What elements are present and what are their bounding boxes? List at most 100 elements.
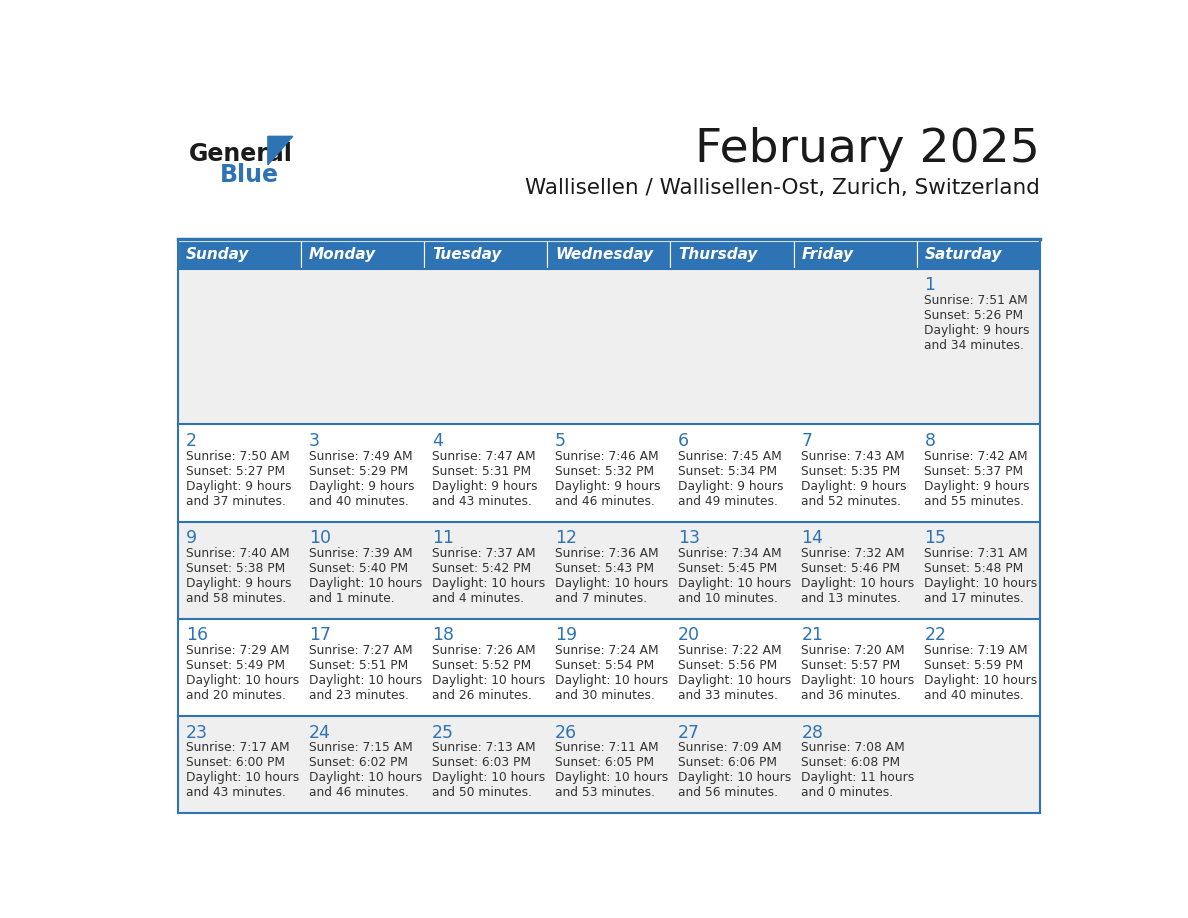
Text: Sunrise: 7:24 AM: Sunrise: 7:24 AM xyxy=(555,644,658,657)
Text: Sunset: 5:52 PM: Sunset: 5:52 PM xyxy=(432,659,531,672)
Text: 17: 17 xyxy=(309,626,330,644)
Text: Daylight: 10 hours: Daylight: 10 hours xyxy=(309,577,422,590)
Text: 11: 11 xyxy=(432,530,454,547)
Text: General: General xyxy=(189,141,292,165)
Text: and 17 minutes.: and 17 minutes. xyxy=(924,592,1024,605)
Text: Sunrise: 7:27 AM: Sunrise: 7:27 AM xyxy=(309,644,412,657)
Text: Daylight: 9 hours: Daylight: 9 hours xyxy=(555,480,661,493)
Text: Sunset: 5:48 PM: Sunset: 5:48 PM xyxy=(924,562,1024,575)
Text: Sunset: 5:57 PM: Sunset: 5:57 PM xyxy=(801,659,901,672)
Text: Monday: Monday xyxy=(309,248,375,263)
Text: Daylight: 9 hours: Daylight: 9 hours xyxy=(185,577,291,590)
FancyBboxPatch shape xyxy=(178,521,1040,619)
Text: 18: 18 xyxy=(432,626,454,644)
Text: 20: 20 xyxy=(678,626,700,644)
FancyBboxPatch shape xyxy=(794,241,917,269)
Text: Sunset: 5:51 PM: Sunset: 5:51 PM xyxy=(309,659,407,672)
Polygon shape xyxy=(267,137,292,165)
FancyBboxPatch shape xyxy=(178,241,301,269)
Text: 12: 12 xyxy=(555,530,577,547)
Text: Sunrise: 7:42 AM: Sunrise: 7:42 AM xyxy=(924,450,1028,463)
Text: Daylight: 11 hours: Daylight: 11 hours xyxy=(801,771,915,784)
Text: Sunset: 5:49 PM: Sunset: 5:49 PM xyxy=(185,659,285,672)
Text: Sunrise: 7:43 AM: Sunrise: 7:43 AM xyxy=(801,450,905,463)
Text: Sunset: 6:05 PM: Sunset: 6:05 PM xyxy=(555,756,655,769)
Text: Daylight: 10 hours: Daylight: 10 hours xyxy=(924,674,1037,688)
Text: Daylight: 9 hours: Daylight: 9 hours xyxy=(309,480,415,493)
Text: Daylight: 10 hours: Daylight: 10 hours xyxy=(924,577,1037,590)
Text: Daylight: 9 hours: Daylight: 9 hours xyxy=(924,480,1030,493)
Text: and 40 minutes.: and 40 minutes. xyxy=(924,689,1024,702)
Text: and 26 minutes.: and 26 minutes. xyxy=(432,689,532,702)
Text: Sunset: 5:35 PM: Sunset: 5:35 PM xyxy=(801,465,901,477)
Text: and 56 minutes.: and 56 minutes. xyxy=(678,787,778,800)
Text: Sunrise: 7:19 AM: Sunrise: 7:19 AM xyxy=(924,644,1028,657)
Text: 23: 23 xyxy=(185,723,208,742)
Text: Daylight: 10 hours: Daylight: 10 hours xyxy=(801,577,915,590)
Text: Sunset: 5:59 PM: Sunset: 5:59 PM xyxy=(924,659,1024,672)
Text: Wednesday: Wednesday xyxy=(555,248,653,263)
Text: Sunday: Sunday xyxy=(185,248,249,263)
Text: Sunset: 5:34 PM: Sunset: 5:34 PM xyxy=(678,465,777,477)
Text: Daylight: 9 hours: Daylight: 9 hours xyxy=(185,480,291,493)
Text: 5: 5 xyxy=(555,432,565,450)
Text: and 10 minutes.: and 10 minutes. xyxy=(678,592,778,605)
Text: 8: 8 xyxy=(924,432,935,450)
Text: Sunrise: 7:51 AM: Sunrise: 7:51 AM xyxy=(924,294,1028,308)
Text: Daylight: 9 hours: Daylight: 9 hours xyxy=(432,480,537,493)
Text: Sunrise: 7:45 AM: Sunrise: 7:45 AM xyxy=(678,450,782,463)
Text: 10: 10 xyxy=(309,530,330,547)
Text: Daylight: 9 hours: Daylight: 9 hours xyxy=(924,324,1030,337)
Text: Sunrise: 7:32 AM: Sunrise: 7:32 AM xyxy=(801,547,905,560)
Text: Sunrise: 7:17 AM: Sunrise: 7:17 AM xyxy=(185,742,290,755)
Text: Wallisellen / Wallisellen-Ost, Zurich, Switzerland: Wallisellen / Wallisellen-Ost, Zurich, S… xyxy=(525,178,1040,198)
Text: and 40 minutes.: and 40 minutes. xyxy=(309,495,409,508)
Text: and 23 minutes.: and 23 minutes. xyxy=(309,689,409,702)
Text: Sunrise: 7:22 AM: Sunrise: 7:22 AM xyxy=(678,644,782,657)
Text: 27: 27 xyxy=(678,723,700,742)
Text: and 49 minutes.: and 49 minutes. xyxy=(678,495,778,508)
FancyBboxPatch shape xyxy=(917,241,1040,269)
Text: 28: 28 xyxy=(801,723,823,742)
Text: 13: 13 xyxy=(678,530,700,547)
Text: Sunrise: 7:09 AM: Sunrise: 7:09 AM xyxy=(678,742,782,755)
Text: Daylight: 10 hours: Daylight: 10 hours xyxy=(185,674,299,688)
Text: Daylight: 9 hours: Daylight: 9 hours xyxy=(801,480,906,493)
Text: Daylight: 10 hours: Daylight: 10 hours xyxy=(555,577,669,590)
Text: Sunset: 5:29 PM: Sunset: 5:29 PM xyxy=(309,465,407,477)
Text: 25: 25 xyxy=(432,723,454,742)
Text: Sunset: 5:45 PM: Sunset: 5:45 PM xyxy=(678,562,777,575)
Text: 21: 21 xyxy=(801,626,823,644)
Text: and 55 minutes.: and 55 minutes. xyxy=(924,495,1024,508)
Text: Daylight: 10 hours: Daylight: 10 hours xyxy=(309,674,422,688)
Text: and 0 minutes.: and 0 minutes. xyxy=(801,787,893,800)
Text: Sunrise: 7:26 AM: Sunrise: 7:26 AM xyxy=(432,644,536,657)
Text: Sunset: 5:31 PM: Sunset: 5:31 PM xyxy=(432,465,531,477)
Text: Sunset: 5:32 PM: Sunset: 5:32 PM xyxy=(555,465,655,477)
FancyBboxPatch shape xyxy=(301,241,424,269)
Text: Sunset: 5:54 PM: Sunset: 5:54 PM xyxy=(555,659,655,672)
Text: and 43 minutes.: and 43 minutes. xyxy=(432,495,532,508)
Text: Saturday: Saturday xyxy=(924,248,1001,263)
Text: Sunrise: 7:50 AM: Sunrise: 7:50 AM xyxy=(185,450,290,463)
Text: Daylight: 10 hours: Daylight: 10 hours xyxy=(801,674,915,688)
FancyBboxPatch shape xyxy=(178,619,1040,716)
Text: Sunrise: 7:29 AM: Sunrise: 7:29 AM xyxy=(185,644,290,657)
Text: Sunset: 5:38 PM: Sunset: 5:38 PM xyxy=(185,562,285,575)
Text: Sunrise: 7:40 AM: Sunrise: 7:40 AM xyxy=(185,547,290,560)
FancyBboxPatch shape xyxy=(178,716,1040,813)
FancyBboxPatch shape xyxy=(424,241,548,269)
Text: 15: 15 xyxy=(924,530,947,547)
Text: Daylight: 10 hours: Daylight: 10 hours xyxy=(432,577,545,590)
Text: and 7 minutes.: and 7 minutes. xyxy=(555,592,647,605)
Text: Sunrise: 7:36 AM: Sunrise: 7:36 AM xyxy=(555,547,658,560)
Text: 26: 26 xyxy=(555,723,577,742)
Text: Daylight: 10 hours: Daylight: 10 hours xyxy=(185,771,299,784)
Text: and 50 minutes.: and 50 minutes. xyxy=(432,787,532,800)
Text: Sunset: 5:26 PM: Sunset: 5:26 PM xyxy=(924,309,1024,322)
Text: February 2025: February 2025 xyxy=(695,127,1040,172)
Text: Daylight: 10 hours: Daylight: 10 hours xyxy=(555,771,669,784)
Text: and 58 minutes.: and 58 minutes. xyxy=(185,592,286,605)
FancyBboxPatch shape xyxy=(178,424,1040,521)
Text: Sunrise: 7:20 AM: Sunrise: 7:20 AM xyxy=(801,644,905,657)
